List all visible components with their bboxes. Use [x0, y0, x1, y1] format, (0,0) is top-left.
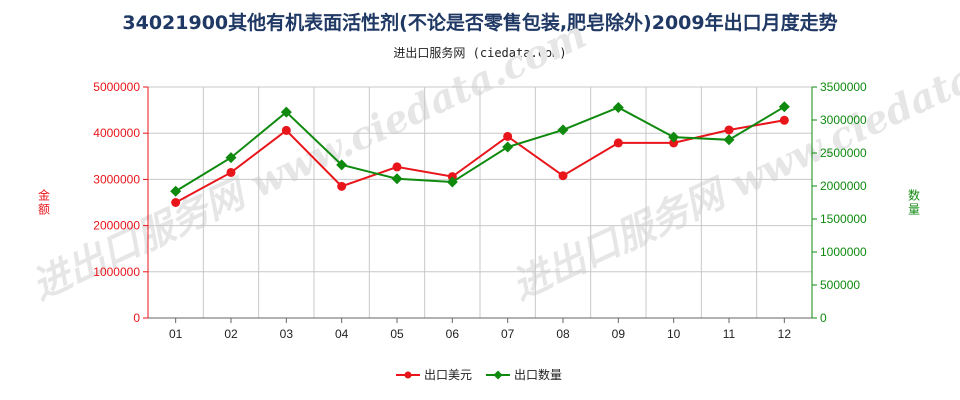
series-line-1: [175, 119, 785, 204]
left-axis-tick-label: 3000000: [93, 172, 140, 186]
x-axis-tick-label: 04: [335, 327, 349, 341]
legend-marker-1: [404, 371, 412, 379]
x-axis-tick-label: 12: [778, 327, 792, 341]
chart-title: 34021900其他有机表面活性剂(不论是否零售包装,肥皂除外)2009年出口月…: [122, 12, 838, 34]
data-point-quantity: [502, 141, 514, 153]
left-axis-tick-label: 2000000: [93, 219, 140, 233]
data-point-usd: [558, 171, 568, 181]
legend-label-2: 出口数量: [514, 367, 562, 382]
left-axis-tick-label: 0: [133, 311, 140, 325]
data-point-quantity: [723, 134, 735, 146]
chart-subtitle: 进出口服务网 (ciedata.com): [393, 46, 567, 60]
x-axis-tick-label: 11: [723, 327, 736, 341]
right-axis-tick-label: 2000000: [820, 179, 867, 193]
data-point-quantity: [225, 152, 237, 164]
right-axis-tick-label: 500000: [820, 278, 860, 292]
right-axis-tick-label: 3500000: [820, 80, 867, 94]
x-axis-tick-label: 01: [169, 327, 183, 341]
x-axis-tick-label: 06: [446, 327, 460, 341]
data-point-usd: [281, 125, 291, 135]
legend-label-1: 出口美元: [424, 368, 472, 382]
data-point-usd: [226, 167, 236, 177]
left-axis-tick-label: 1000000: [93, 265, 140, 279]
data-point-usd: [171, 198, 181, 207]
right-axis-tick-label: 0: [820, 311, 827, 325]
data-point-usd: [392, 162, 402, 172]
left-axis-tick-label: 5000000: [93, 80, 140, 94]
right-axis-tick-label: 1500000: [820, 212, 867, 226]
x-axis-tick-label: 02: [224, 327, 238, 341]
x-axis-tick-label: 03: [280, 327, 294, 341]
data-point-quantity: [557, 124, 569, 136]
data-point-usd: [669, 138, 679, 148]
right-axis-tick-label: 2500000: [820, 146, 867, 160]
data-point-usd: [503, 131, 513, 141]
right-axis-tick-label: 1000000: [820, 245, 867, 259]
data-point-quantity: [170, 185, 182, 197]
left-axis-title: 金额: [38, 188, 50, 217]
right-axis-tick-label: 3000000: [820, 113, 867, 127]
data-point-usd: [337, 181, 347, 191]
data-point-quantity: [612, 101, 624, 113]
x-axis-tick-label: 07: [501, 327, 515, 341]
x-axis-tick-label: 05: [390, 327, 404, 341]
data-point-quantity: [391, 173, 403, 185]
data-point-usd: [613, 138, 623, 148]
legend-marker-2: [493, 370, 503, 380]
data-point-quantity: [778, 101, 790, 113]
data-point-quantity: [280, 106, 292, 118]
series-line-2: [175, 105, 785, 193]
data-point-usd: [779, 115, 789, 125]
data-point-quantity: [446, 176, 458, 188]
x-axis-tick-label: 09: [612, 327, 626, 341]
watermark-1: 进出口服务网 www.ciedata.com: [25, 11, 593, 308]
data-point-usd: [724, 125, 734, 135]
right-axis-title: 数量: [908, 188, 920, 217]
x-axis-tick-label: 08: [556, 327, 570, 341]
left-axis-tick-label: 4000000: [93, 126, 140, 140]
x-axis-tick-label: 10: [667, 327, 681, 341]
data-point-quantity: [336, 159, 348, 171]
data-point-quantity: [668, 131, 680, 143]
